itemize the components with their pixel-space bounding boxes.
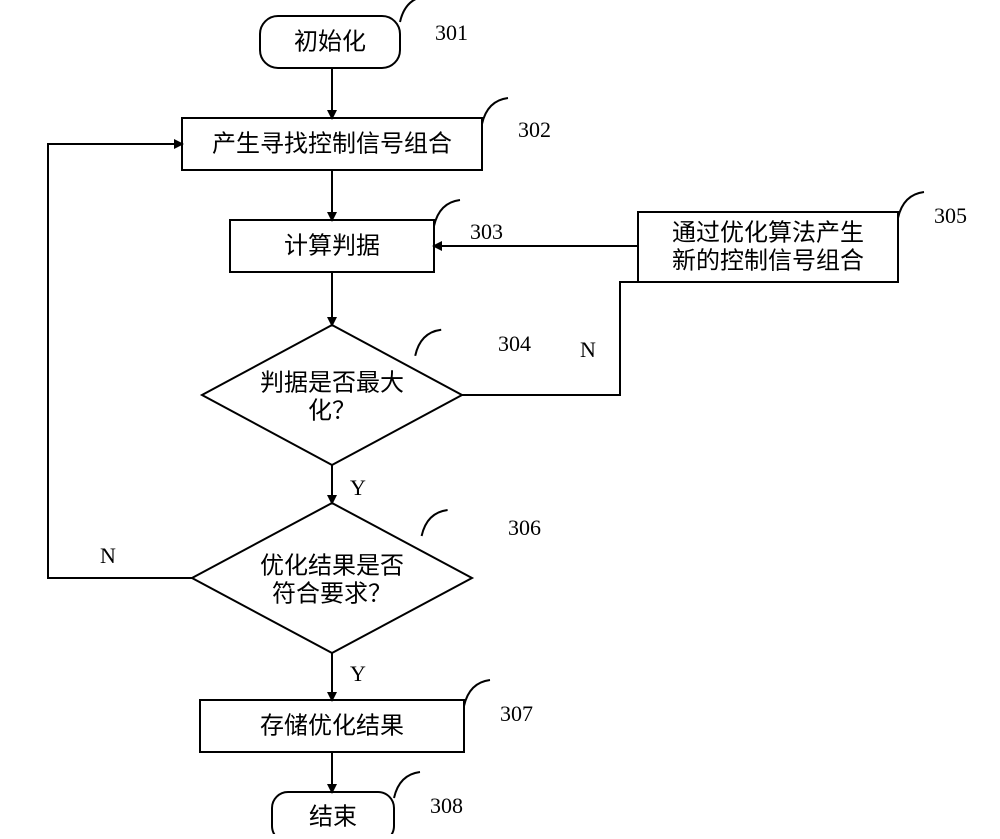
node-n306: 优化结果是否符合要求？ — [192, 503, 472, 653]
branch-label-yes: Y — [350, 475, 366, 500]
tag-number: 302 — [518, 117, 551, 142]
node-label: 产生寻找控制信号组合 — [212, 131, 452, 158]
node-n308: 结束 — [272, 792, 394, 834]
edge-n306-n302 — [48, 144, 192, 578]
node-label: 计算判据 — [284, 233, 380, 260]
branch-label-no: N — [100, 543, 116, 568]
tag-number: 306 — [508, 515, 541, 540]
tag-number: 305 — [934, 203, 967, 228]
node-label: 结束 — [309, 804, 357, 831]
tag-number: 308 — [430, 793, 463, 818]
node-n305: 通过优化算法产生新的控制信号组合 — [638, 212, 898, 282]
node-label-line1: 通过优化算法产生 — [672, 220, 864, 247]
tag-number: 301 — [435, 20, 468, 45]
node-label-line1: 优化结果是否 — [260, 553, 404, 580]
node-n301: 初始化 — [260, 16, 400, 68]
node-n302: 产生寻找控制信号组合 — [182, 118, 482, 170]
node-label-line2: 符合要求？ — [272, 581, 392, 608]
tag-number: 304 — [498, 331, 531, 356]
node-label-line2: 新的控制信号组合 — [672, 248, 864, 275]
tag-leader — [394, 772, 420, 798]
node-n303: 计算判据 — [230, 220, 434, 272]
tag-leader — [464, 680, 490, 706]
tag-leader — [482, 98, 508, 124]
tag-leader — [434, 200, 460, 226]
node-n304: 判据是否最大化？ — [202, 325, 462, 465]
branch-label-yes: Y — [350, 661, 366, 686]
node-n307: 存储优化结果 — [200, 700, 464, 752]
edge-n304-n305 — [462, 282, 638, 395]
node-label-line2: 化？ — [308, 398, 356, 425]
tag-number: 303 — [470, 219, 503, 244]
tag-leader — [400, 0, 426, 22]
tag-leader — [415, 330, 441, 356]
tag-leader — [422, 510, 448, 536]
node-label: 存储优化结果 — [260, 713, 404, 740]
tag-leader — [898, 192, 924, 218]
node-label-line1: 判据是否最大 — [260, 370, 404, 397]
node-label: 初始化 — [294, 29, 366, 56]
branch-label-no: N — [580, 337, 596, 362]
tag-number: 307 — [500, 701, 533, 726]
